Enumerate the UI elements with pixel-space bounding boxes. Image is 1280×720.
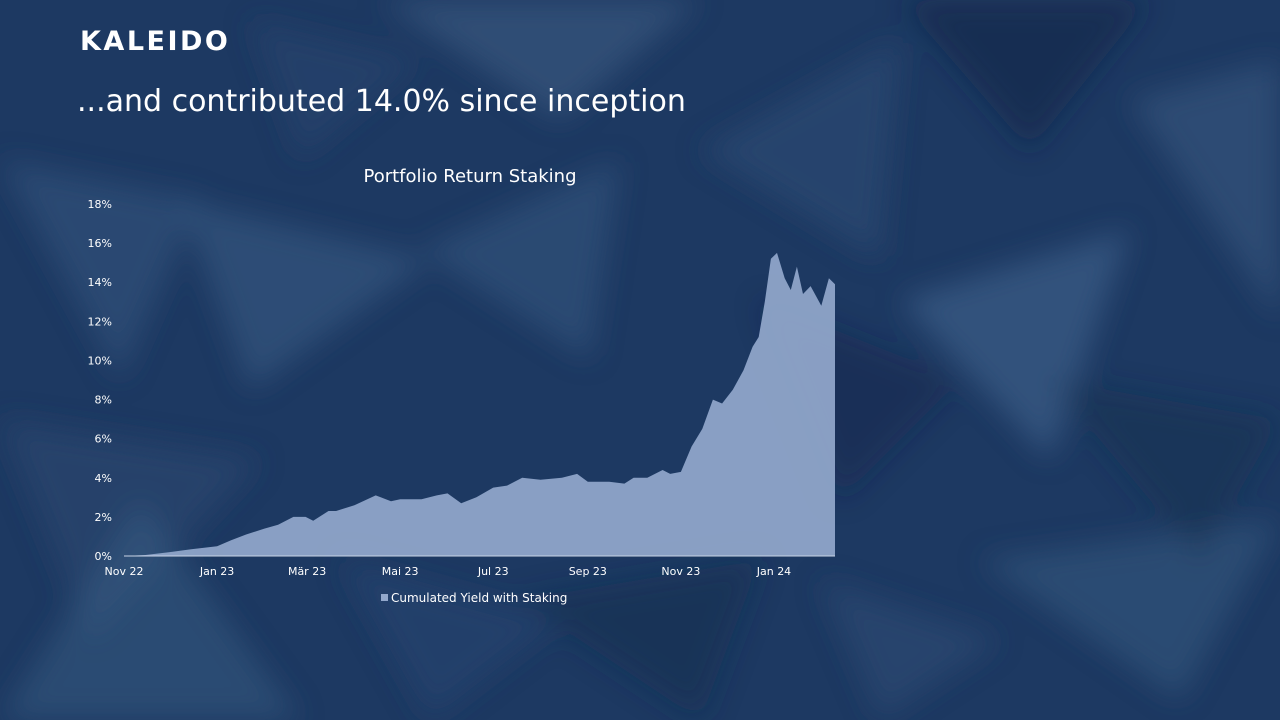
y-tick-label: 12%: [88, 315, 112, 328]
x-tick-label: Mär 23: [288, 565, 326, 578]
brand-logo: KALEIDO: [80, 26, 231, 57]
y-tick-label: 0%: [95, 550, 112, 563]
y-tick-label: 16%: [88, 237, 112, 250]
y-tick-label: 8%: [95, 394, 112, 407]
y-tick-label: 18%: [88, 198, 112, 211]
x-tick-label: Mai 23: [382, 565, 419, 578]
x-tick-label: Nov 23: [661, 565, 700, 578]
x-tick-label: Jan 24: [756, 565, 791, 578]
legend-label: Cumulated Yield with Staking: [391, 591, 567, 605]
y-tick-label: 6%: [95, 433, 112, 446]
x-tick-label: Jan 23: [199, 565, 234, 578]
y-axis: 0% 2% 4% 6% 8% 10% 12% 14% 16% 18%: [88, 198, 112, 563]
x-tick-label: Jul 23: [477, 565, 509, 578]
y-tick-label: 2%: [95, 511, 112, 524]
y-tick-label: 4%: [95, 472, 112, 485]
chart-title: Portfolio Return Staking: [364, 166, 577, 187]
y-tick-label: 10%: [88, 354, 112, 367]
page-headline: ...and contributed 14.0% since inception: [77, 84, 686, 119]
series-area-cumulated-yield: [124, 252, 835, 556]
legend-swatch: [381, 594, 388, 601]
y-tick-label: 14%: [88, 276, 112, 289]
x-tick-label: Sep 23: [569, 565, 607, 578]
x-axis: Nov 22 Jan 23 Mär 23 Mai 23 Jul 23 Sep 23 Nov …: [105, 565, 792, 578]
chart-legend: Cumulated Yield with Staking: [381, 591, 567, 605]
x-tick-label: Nov 22: [105, 565, 144, 578]
